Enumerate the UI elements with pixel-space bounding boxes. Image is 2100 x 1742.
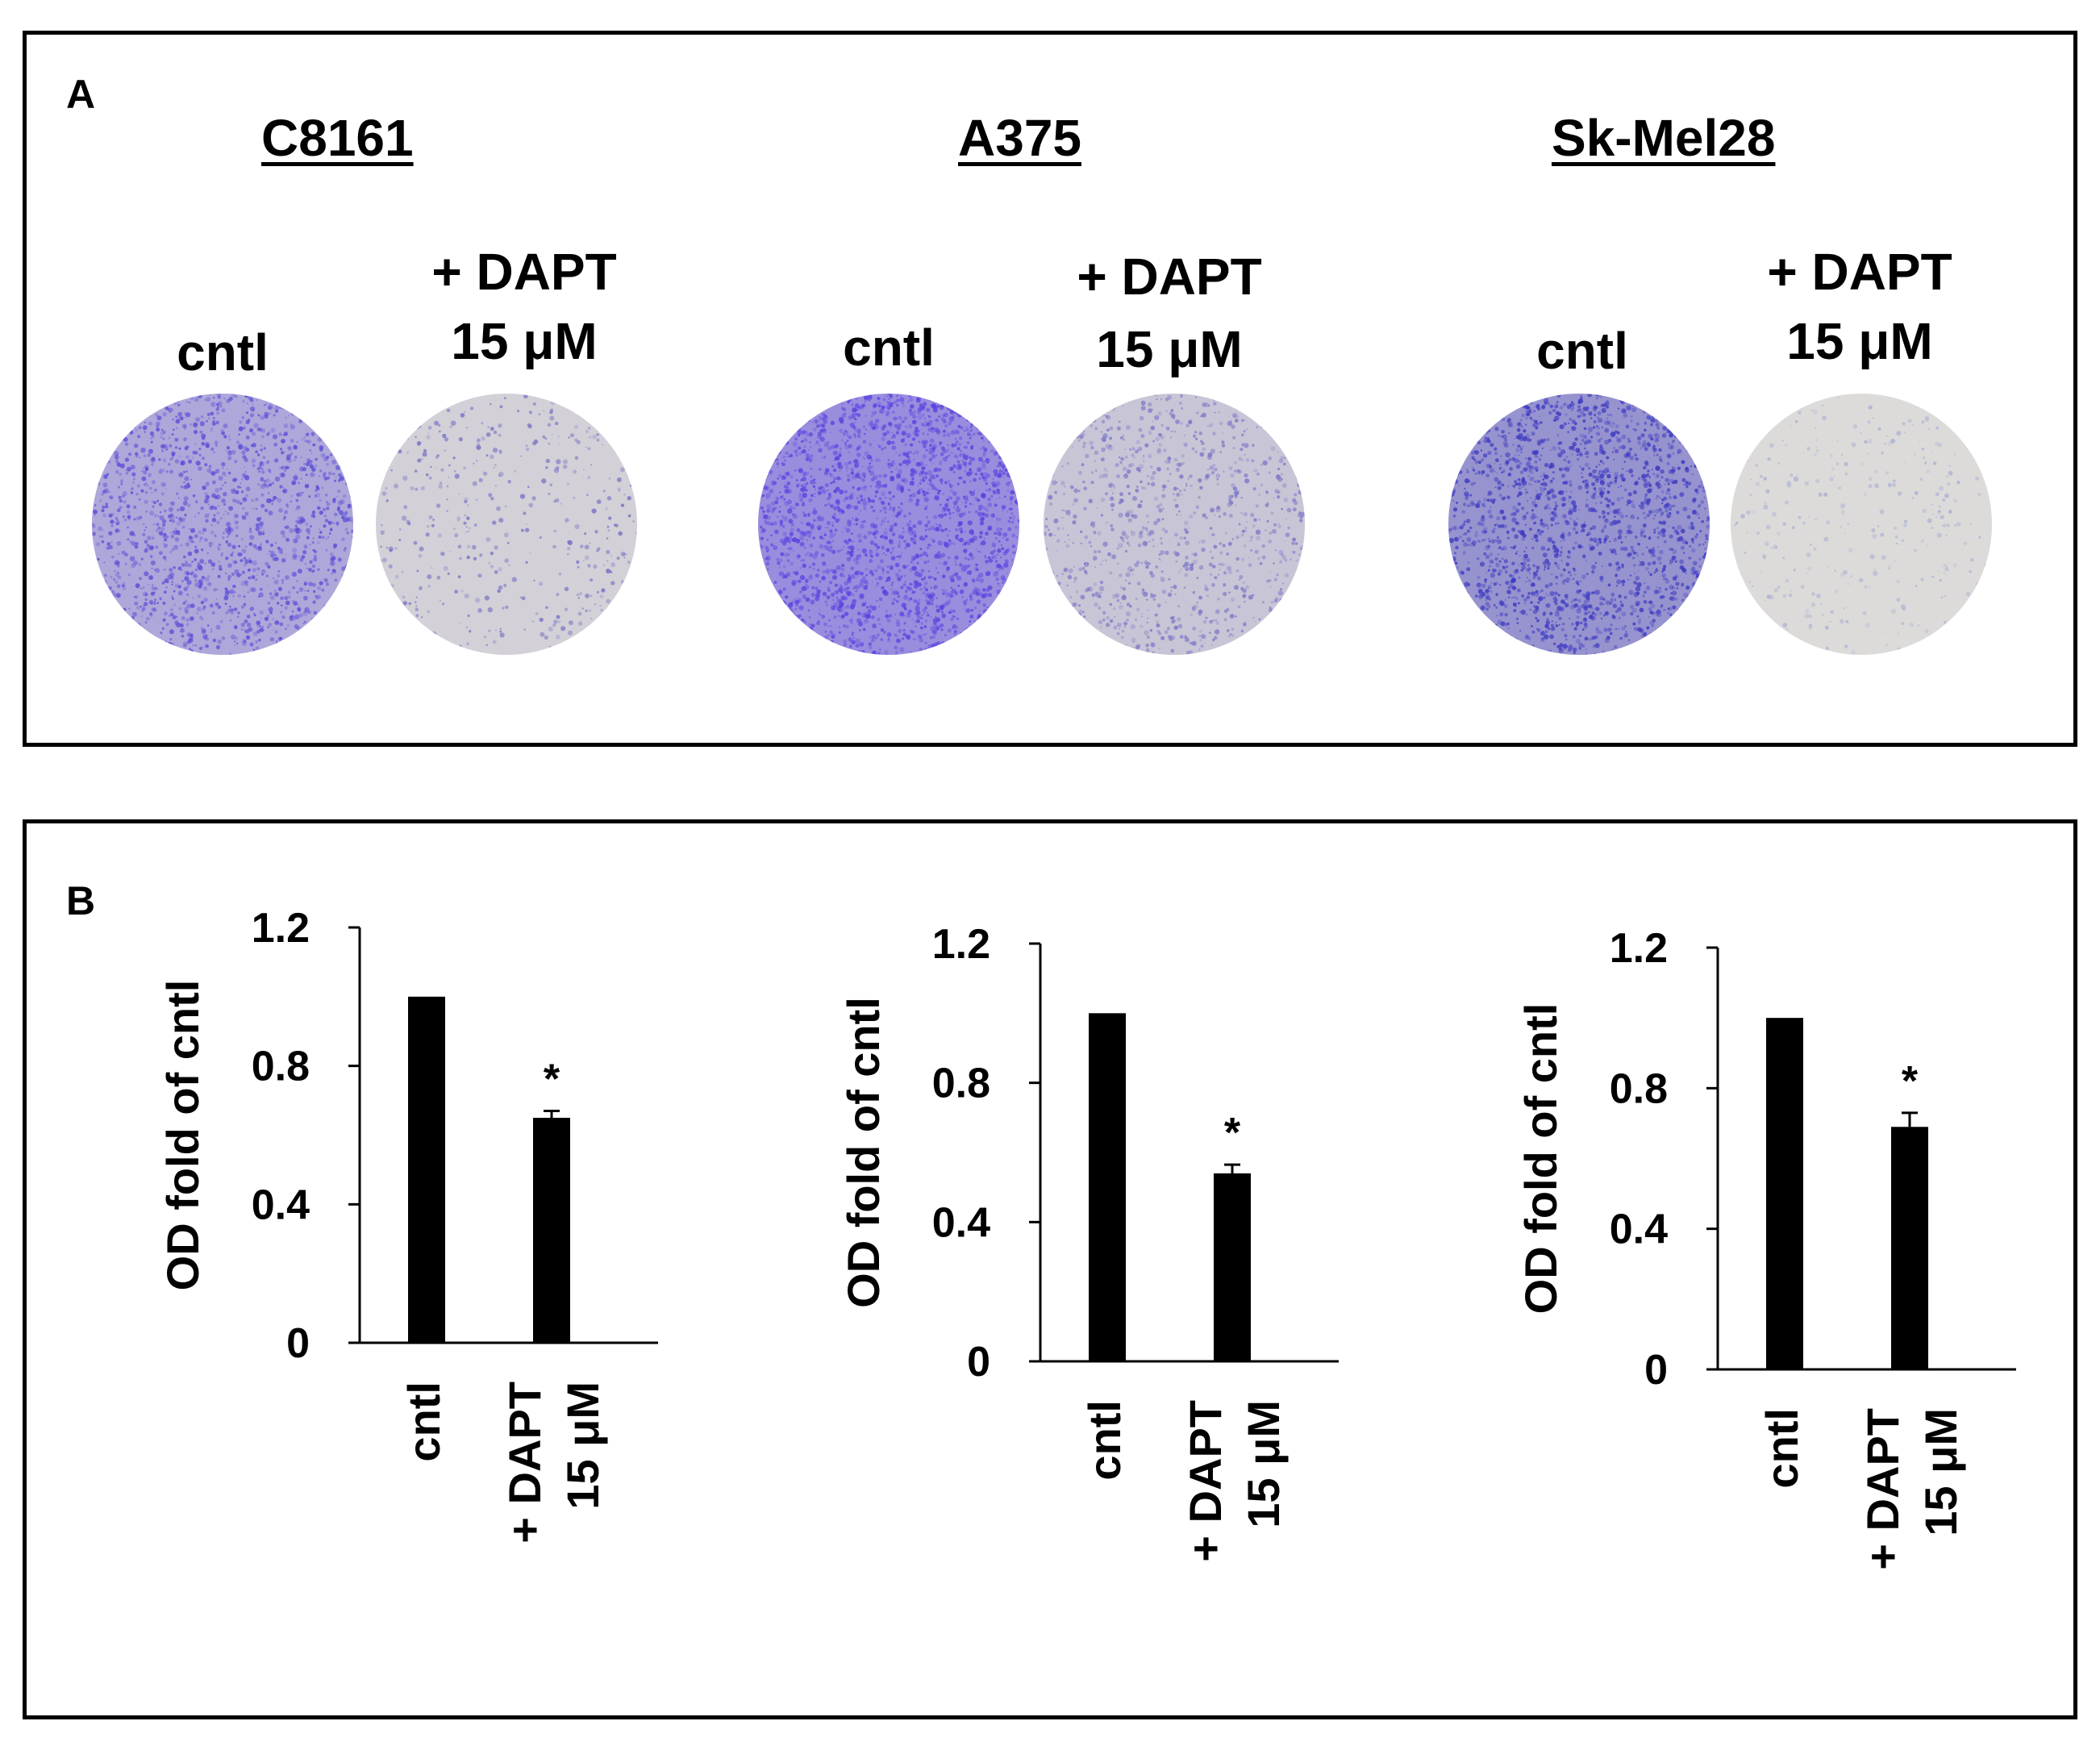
cell-line-title-a375: A375 — [958, 109, 1081, 167]
bar — [408, 996, 445, 1343]
y-tick-label: 0.4 — [252, 1181, 310, 1228]
panel-letter-a: A — [66, 72, 96, 117]
y-axis-label: OD fold of cntl — [838, 997, 889, 1308]
well-label-dapt-line1: + DAPT — [1767, 243, 1952, 301]
well-label-dapt-line2: 15 μM — [1096, 320, 1243, 378]
x-category-label-line1: + DAPT — [499, 1382, 550, 1544]
panel-a — [23, 31, 2077, 747]
y-tick-label: 1.2 — [1610, 925, 1668, 972]
bar — [1766, 1018, 1803, 1369]
x-category-label-line2: 15 μM — [1915, 1408, 1966, 1536]
y-tick-label: 0.8 — [1610, 1065, 1668, 1112]
well-label-dapt-line1: + DAPT — [1077, 248, 1262, 306]
x-category-label-line1: + DAPT — [1180, 1400, 1231, 1562]
significance-marker: * — [1224, 1110, 1241, 1156]
well-label-dapt-line1: + DAPT — [431, 243, 617, 301]
bar — [1214, 1173, 1251, 1361]
well-a375-dapt — [1044, 394, 1305, 655]
x-category-label-line2: 15 μM — [557, 1382, 608, 1510]
well-skmel28-cntl — [1448, 394, 1710, 655]
cell-line-title-c8161: C8161 — [261, 109, 414, 167]
well-label-dapt-line2: 15 μM — [451, 312, 598, 370]
significance-marker: * — [1902, 1058, 1919, 1105]
cell-line-title-skmel28: Sk-Mel28 — [1552, 109, 1776, 167]
well-c8161-dapt — [376, 394, 637, 655]
panel-letter-b: B — [66, 878, 96, 923]
x-category-label: cntl — [1079, 1400, 1130, 1481]
y-axis-label: OD fold of cntl — [157, 980, 208, 1291]
bar — [533, 1118, 570, 1343]
well-label-cntl: cntl — [1536, 322, 1628, 380]
y-axis-label: OD fold of cntl — [1515, 1003, 1566, 1315]
y-tick-label: 0.8 — [932, 1061, 990, 1107]
y-tick-label: 0.8 — [252, 1044, 310, 1090]
y-tick-label: 0.4 — [932, 1199, 990, 1246]
y-tick-label: 0 — [1644, 1347, 1668, 1394]
well-label-cntl: cntl — [843, 319, 935, 377]
y-tick-label: 1.2 — [252, 905, 310, 952]
y-tick-label: 0.4 — [1610, 1206, 1668, 1253]
significance-marker: * — [544, 1056, 560, 1102]
well-a375-cntl — [758, 394, 1019, 655]
y-tick-label: 1.2 — [932, 921, 990, 968]
x-category-label-line1: + DAPT — [1857, 1408, 1908, 1570]
well-label-cntl: cntl — [177, 323, 269, 381]
x-category-label: cntl — [398, 1382, 449, 1462]
well-label-dapt-line2: 15 μM — [1786, 312, 1933, 370]
panel-b — [23, 819, 2077, 1719]
x-category-label: cntl — [1756, 1408, 1807, 1489]
y-tick-label: 0 — [286, 1320, 310, 1367]
bar — [1891, 1127, 1928, 1369]
bar — [1089, 1013, 1126, 1361]
x-category-label-line2: 15 μM — [1238, 1400, 1289, 1528]
y-tick-label: 0 — [967, 1339, 990, 1386]
